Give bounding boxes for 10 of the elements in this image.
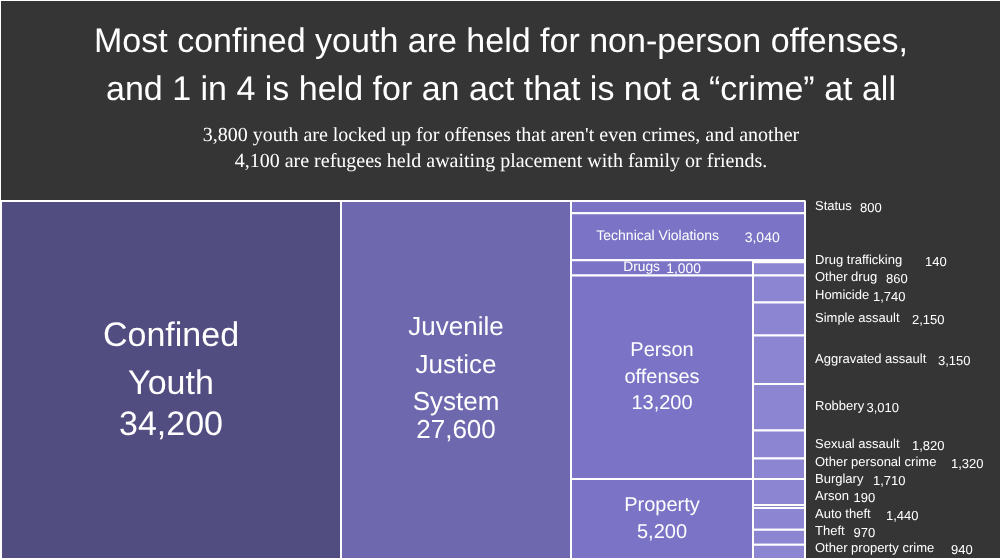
category-label: Confined Youth [102,316,240,402]
text: 3,800 youth are locked up for offenses that aren't even crimes, and another 4,100 are refugees held awaiting placement with family or friends. [202,124,801,174]
data-label: 34,200 [119,404,223,443]
data-label: 5,200 [636,522,688,545]
text: Most confined youth are held for non-person offenses, and 1 in 4 is held for an act that is not a “crime” at all [94,22,908,108]
data-label: 27,600 [416,413,496,444]
category-label: Juvenile Justice System [408,311,504,417]
data-label: 13,200 [631,393,694,416]
category-label: Property [624,495,700,518]
category-label: Person offenses [624,339,700,390]
